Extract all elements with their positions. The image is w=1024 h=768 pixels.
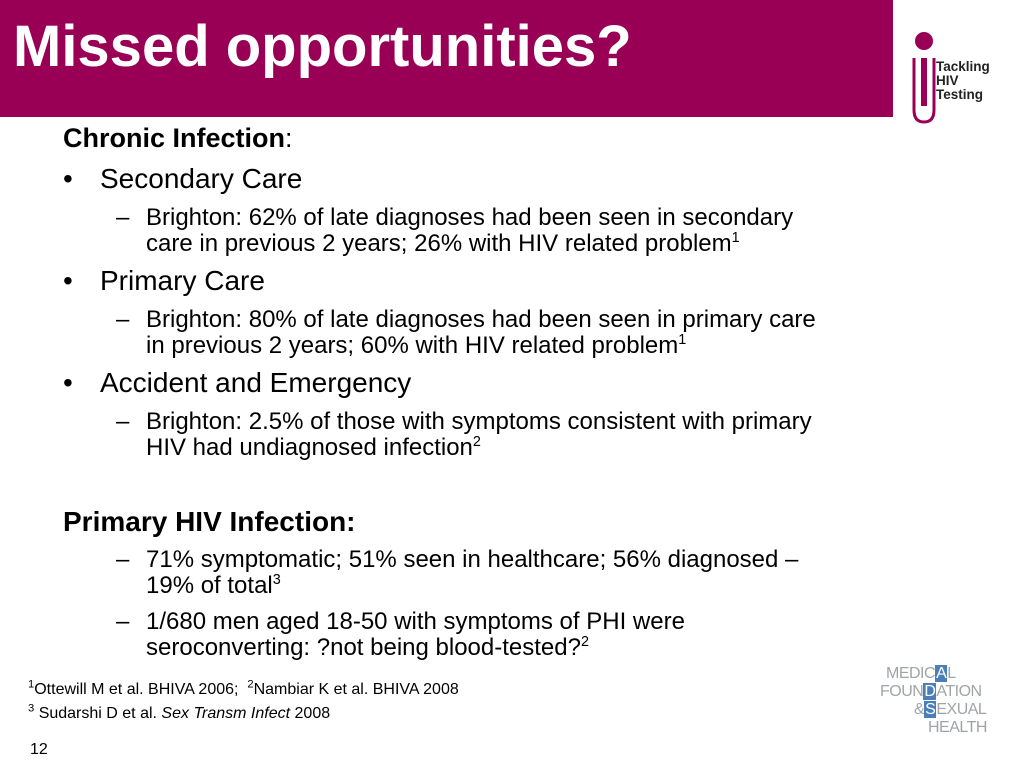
accident-emergency-label: Accident and Emergency <box>100 367 412 398</box>
primary-care-detail-line2: in previous 2 years; 60% with HIV relate… <box>146 332 687 359</box>
primary-hiv-infection-heading: Primary HIV Infection: <box>63 506 356 537</box>
primary-care-label: Primary Care <box>100 265 265 296</box>
tackling-hiv-testing-wordmark: Tackling HIV Testing <box>936 59 990 102</box>
medical-foundation-logo: MEDICAL FOUNDATION &SEXUAL HEALTH <box>880 665 987 736</box>
person-i-icon <box>912 32 936 124</box>
dash-icon: – <box>116 204 130 231</box>
dash-icon: – <box>116 408 130 435</box>
primary-care-detail-line1: Brighton: 80% of late diagnoses had been… <box>146 306 816 333</box>
bullet-icon: • <box>63 163 73 194</box>
bullet-icon: • <box>63 265 73 296</box>
dash-icon: – <box>116 608 130 635</box>
reference-1-2: 1Ottewill M et al. BHIVA 2006; 2Nambiar … <box>28 678 459 698</box>
accident-emergency-detail-line2: HIV had undiagnosed infection2 <box>146 434 481 461</box>
dash-icon: – <box>116 546 130 573</box>
phi-detail1-line2: 19% of total3 <box>146 572 281 599</box>
title-bar: Missed opportunities? <box>0 0 893 117</box>
bullet-icon: • <box>63 367 73 398</box>
phi-detail2-line1: 1/680 men aged 18-50 with symptoms of PH… <box>146 608 685 635</box>
tackling-hiv-testing-logo: Tackling HIV Testing <box>908 28 1018 128</box>
page-number: 12 <box>30 741 48 758</box>
secondary-care-detail-line1: Brighton: 62% of late diagnoses had been… <box>146 204 794 231</box>
chronic-infection-heading: Chronic Infection: <box>63 123 293 153</box>
secondary-care-label: Secondary Care <box>100 163 303 194</box>
page-title: Missed opportunities? <box>13 14 632 79</box>
phi-detail2-line2: seroconverting: ?not being blood-tested?… <box>146 634 589 661</box>
reference-3: 3 Sudarshi D et al. Sex Transm Infect 20… <box>28 702 331 722</box>
dash-icon: – <box>116 306 130 333</box>
phi-detail1-line1: 71% symptomatic; 51% seen in healthcare;… <box>146 546 799 573</box>
accident-emergency-detail-line1: Brighton: 2.5% of those with symptoms co… <box>146 408 812 435</box>
secondary-care-detail-line2: care in previous 2 years; 26% with HIV r… <box>146 230 740 257</box>
